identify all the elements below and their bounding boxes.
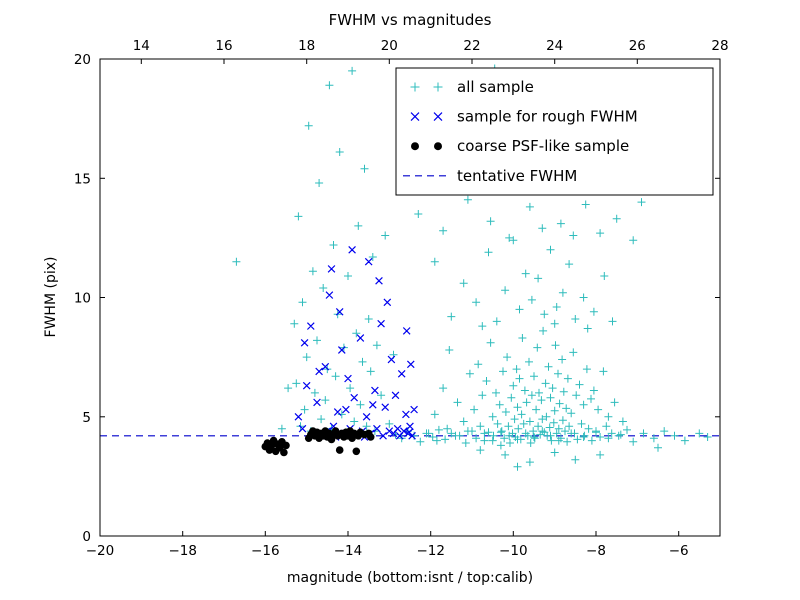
axes-frame <box>99 58 721 537</box>
y-tick-label: 15 <box>74 171 91 187</box>
x-tick-label-top: 14 <box>133 38 150 54</box>
x-tick-label-bottom: −8 <box>586 543 606 559</box>
data-point <box>366 433 375 441</box>
y-tick-label: 20 <box>74 52 91 68</box>
legend-marker-dot <box>411 142 419 151</box>
legend-marker-dot <box>434 142 442 151</box>
x-tick-label-bottom: −6 <box>669 543 689 559</box>
data-point <box>280 448 288 457</box>
chart-title: FWHM vs magnitudes <box>329 11 492 29</box>
series-rough-fwhm <box>294 245 418 441</box>
plot-data-layer <box>100 64 720 471</box>
legend-item-rough-fwhm: sample for rough FWHM <box>410 108 638 126</box>
x-tick-label-bottom: −14 <box>334 543 363 559</box>
x-tick-label-top: 18 <box>298 38 315 54</box>
y-axis-label: FWHM (pix) <box>43 257 59 338</box>
legend: all sample sample for rough FWHM coarse PS… <box>395 67 714 196</box>
legend-item-tentative-fwhm: tentative FWHM <box>403 167 577 185</box>
data-point <box>282 441 290 450</box>
legend-label-tentative-fwhm: tentative FWHM <box>457 167 577 185</box>
legend-label-rough-fwhm: sample for rough FWHM <box>457 108 638 126</box>
axis-layer: −20 −18 −16 −14 −12 −10 −8 −6 14 16 18 20 22 24 26 28 0 5… <box>74 38 729 559</box>
x-tick-label-top: 24 <box>546 38 563 54</box>
data-point <box>335 446 344 454</box>
legend-marker-plus <box>410 82 420 92</box>
x-tick-label-bottom: −18 <box>168 543 197 559</box>
legend-label-psf-like: coarse PSF-like sample <box>457 137 629 155</box>
legend-box <box>395 67 714 196</box>
x-tick-label-bottom: −16 <box>251 543 280 559</box>
legend-item-all-sample: all sample <box>410 78 534 96</box>
x-tick-label-top: 28 <box>711 38 728 54</box>
legend-marker-x <box>433 112 443 122</box>
legend-label-all-sample: all sample <box>457 78 534 96</box>
x-tick-label-top: 20 <box>381 38 398 54</box>
x-tick-label-top: 22 <box>463 38 480 54</box>
series-psf-like <box>261 427 375 457</box>
y-tick-label: 10 <box>74 291 91 307</box>
y-tick-label: 5 <box>82 410 91 426</box>
x-tick-label-bottom: −20 <box>86 543 115 559</box>
legend-item-psf-like: coarse PSF-like sample <box>411 137 629 155</box>
legend-marker-x <box>410 112 420 122</box>
x-tick-label-bottom: −10 <box>499 543 528 559</box>
x-tick-label-bottom: −12 <box>416 543 445 559</box>
x-axis-label: magnitude (bottom:isnt / top:calib) <box>287 570 533 586</box>
legend-marker-plus <box>433 82 443 92</box>
y-tick-label: 0 <box>82 529 91 545</box>
x-tick-label-top: 26 <box>629 38 646 54</box>
data-point <box>352 447 361 456</box>
x-tick-label-top: 16 <box>215 38 232 54</box>
